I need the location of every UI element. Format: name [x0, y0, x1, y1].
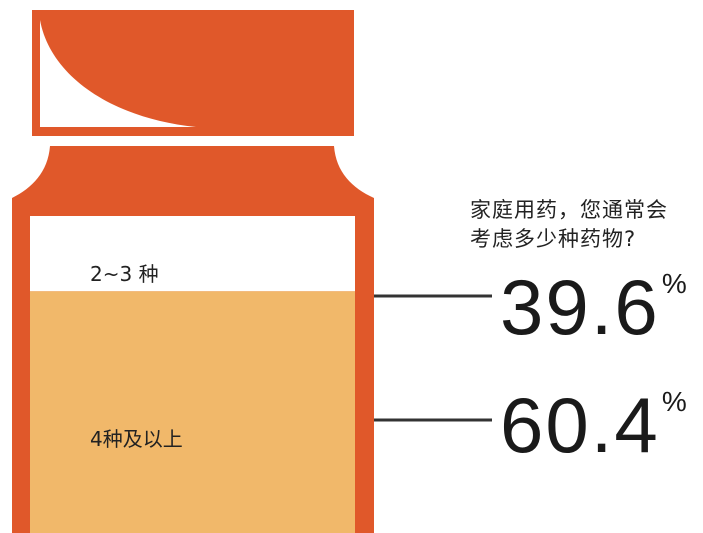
segment-4-plus-kinds	[30, 291, 355, 533]
category-label-4-plus-kinds: 4种及以上	[90, 427, 183, 451]
value-number: 60.4	[500, 381, 660, 469]
jar-neck	[12, 146, 374, 205]
category-label-2-3-kinds: 2~3 种	[90, 262, 159, 286]
value-number: 39.6	[500, 263, 660, 351]
survey-question: 家庭用药，您通常会 考虑多少种药物?	[470, 196, 702, 254]
lid-highlight	[40, 20, 196, 127]
question-line-2: 考虑多少种药物?	[470, 227, 637, 251]
value-label-4-plus-kinds: 60.4%	[500, 380, 687, 471]
segment-2-3-kinds	[30, 216, 355, 292]
value-label-2-3-kinds: 39.6%	[500, 262, 687, 353]
percent-sign: %	[661, 268, 687, 299]
question-line-1: 家庭用药，您通常会	[470, 198, 668, 222]
percent-sign: %	[661, 386, 687, 417]
